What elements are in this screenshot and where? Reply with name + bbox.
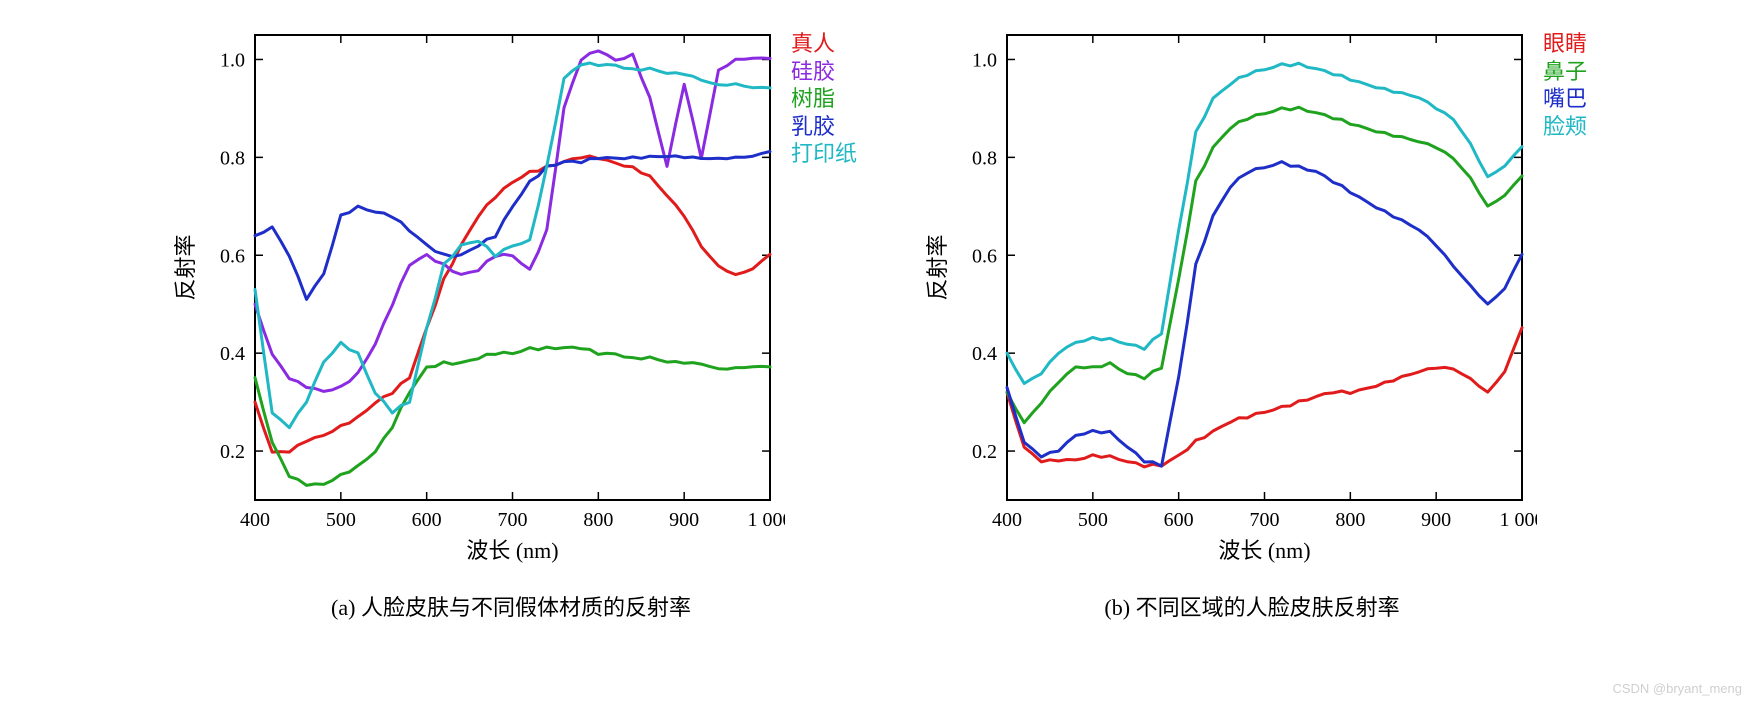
svg-text:600: 600 <box>1164 509 1194 531</box>
legend-item: 眼睛 <box>1543 30 1587 58</box>
svg-text:800: 800 <box>583 509 613 531</box>
svg-text:400: 400 <box>992 509 1022 531</box>
watermark: CSDN @bryant_meng <box>1612 681 1742 696</box>
panel-b: 400 500 600 700 800 900 1 000 0.2 0.4 0.6 0.8 1.0 波长… <box>917 20 1587 622</box>
svg-text:900: 900 <box>669 509 699 531</box>
svg-text:反射率: 反射率 <box>925 234 950 300</box>
chart-a-row: 400 500 600 700 800 900 1 000 0.2 0.4 0.6 0.8 1.0 波长… <box>165 20 857 580</box>
svg-text:900: 900 <box>1421 509 1451 531</box>
svg-text:0.2: 0.2 <box>220 441 245 463</box>
svg-text:0.4: 0.4 <box>972 343 997 365</box>
legend-a: 真人硅胶树脂乳胶打印纸 <box>785 20 857 168</box>
svg-text:700: 700 <box>1250 509 1280 531</box>
svg-text:500: 500 <box>1078 509 1108 531</box>
svg-text:0.8: 0.8 <box>220 147 245 169</box>
svg-text:400: 400 <box>240 509 270 531</box>
caption-b: (b) 不同区域的人脸皮肤反射率 <box>1104 590 1399 622</box>
legend-item: 真人 <box>791 30 857 58</box>
svg-text:700: 700 <box>497 509 527 531</box>
svg-text:1.0: 1.0 <box>972 49 997 71</box>
svg-text:1 000: 1 000 <box>1500 509 1538 531</box>
chart-b-svg: 400 500 600 700 800 900 1 000 0.2 0.4 0.6 0.8 1.0 波长… <box>917 20 1537 580</box>
legend-item: 打印纸 <box>791 140 857 168</box>
svg-text:0.6: 0.6 <box>972 245 997 267</box>
caption-a: (a) 人脸皮肤与不同假体材质的反射率 <box>331 590 691 622</box>
panel-a: 400 500 600 700 800 900 1 000 0.2 0.4 0.6 0.8 1.0 波长… <box>165 20 857 622</box>
legend-b: 眼睛鼻子嘴巴脸颊 <box>1537 20 1587 140</box>
svg-text:800: 800 <box>1335 509 1365 531</box>
svg-text:反射率: 反射率 <box>173 234 198 300</box>
chart-a-svg: 400 500 600 700 800 900 1 000 0.2 0.4 0.6 0.8 1.0 波长… <box>165 20 785 580</box>
svg-text:波长 (nm): 波长 (nm) <box>466 538 558 563</box>
chart-b-row: 400 500 600 700 800 900 1 000 0.2 0.4 0.6 0.8 1.0 波长… <box>917 20 1587 580</box>
legend-item: 鼻子 <box>1543 58 1587 86</box>
svg-text:0.2: 0.2 <box>972 441 997 463</box>
svg-text:1.0: 1.0 <box>220 49 245 71</box>
legend-item: 嘴巴 <box>1543 85 1587 113</box>
legend-item: 乳胶 <box>791 113 857 141</box>
svg-text:0.8: 0.8 <box>972 147 997 169</box>
svg-text:0.4: 0.4 <box>220 343 245 365</box>
svg-text:0.6: 0.6 <box>220 245 245 267</box>
svg-text:1 000: 1 000 <box>747 509 785 531</box>
legend-item: 脸颊 <box>1543 113 1587 141</box>
svg-text:600: 600 <box>412 509 442 531</box>
legend-item: 树脂 <box>791 85 857 113</box>
svg-text:500: 500 <box>326 509 356 531</box>
svg-text:波长 (nm): 波长 (nm) <box>1218 538 1310 563</box>
legend-item: 硅胶 <box>791 58 857 86</box>
